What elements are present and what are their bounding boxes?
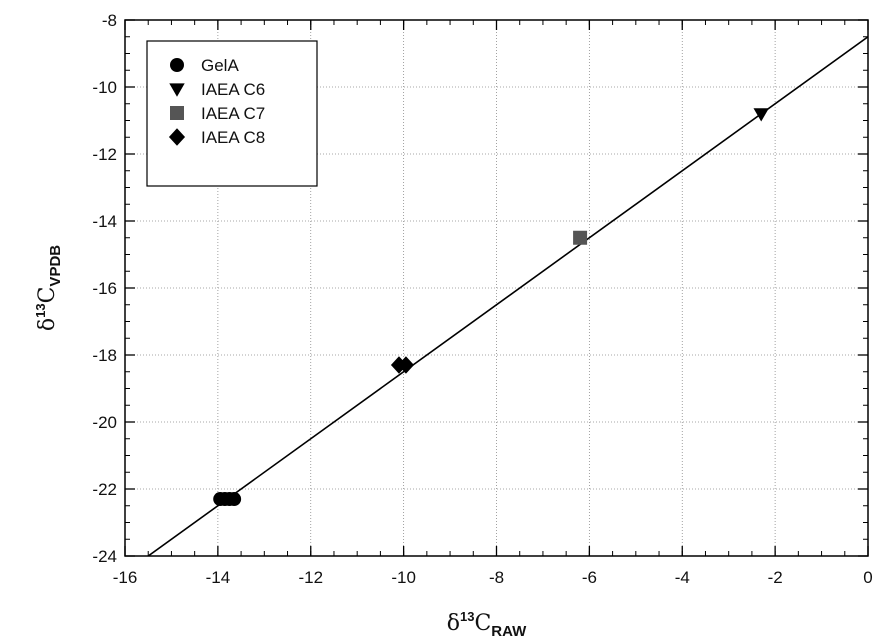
y-tick-label: -20 — [92, 413, 117, 432]
legend-label: IAEA C7 — [201, 104, 265, 123]
y-tick-label: -14 — [92, 212, 117, 231]
x-tick-label: -14 — [206, 568, 231, 587]
data-point-square — [573, 230, 588, 245]
y-tick-label: -16 — [92, 279, 117, 298]
legend-marker-triangle-down — [169, 83, 185, 97]
x-tick-label: -2 — [768, 568, 783, 587]
y-axis-label: δ13CVPDB — [33, 245, 64, 331]
x-axis-label: δ13CRAW — [447, 609, 527, 640]
data-points — [213, 108, 769, 507]
legend-marker-diamond — [168, 128, 186, 146]
y-tick-label: -12 — [92, 145, 117, 164]
regression-line-group — [146, 36, 868, 556]
y-tick-label: -8 — [102, 11, 117, 30]
data-point-circle — [227, 492, 242, 507]
y-tick-label: -24 — [92, 547, 117, 566]
legend-label: IAEA C6 — [201, 80, 265, 99]
data-point-triangle-down — [753, 108, 769, 122]
x-tick-label: -12 — [298, 568, 323, 587]
x-tick-label: -6 — [582, 568, 597, 587]
legend-marker-square — [170, 106, 184, 120]
axis-ticks: -16 -14 -12 -10 -8 -6 -4 -2 0-24-22-20-18-16-14-… — [92, 11, 872, 587]
x-tick-label: -8 — [489, 568, 504, 587]
legend-label: IAEA C8 — [201, 128, 265, 147]
regression-line — [146, 36, 868, 556]
y-tick-label: -18 — [92, 346, 117, 365]
plot-frame — [124, 19, 869, 557]
legend-marker-circle — [170, 58, 184, 72]
x-tick-label: -10 — [391, 568, 416, 587]
data-point-diamond — [397, 356, 414, 374]
legend: GelA IAEA C6 IAEA C7 IAEA C8 — [146, 40, 318, 187]
y-tick-label: -22 — [92, 480, 117, 499]
x-tick-label: -16 — [113, 568, 138, 587]
x-tick-label: -4 — [675, 568, 690, 587]
x-tick-label: 0 — [863, 568, 872, 587]
legend-label: GelA — [201, 56, 239, 75]
y-tick-label: -10 — [92, 78, 117, 97]
